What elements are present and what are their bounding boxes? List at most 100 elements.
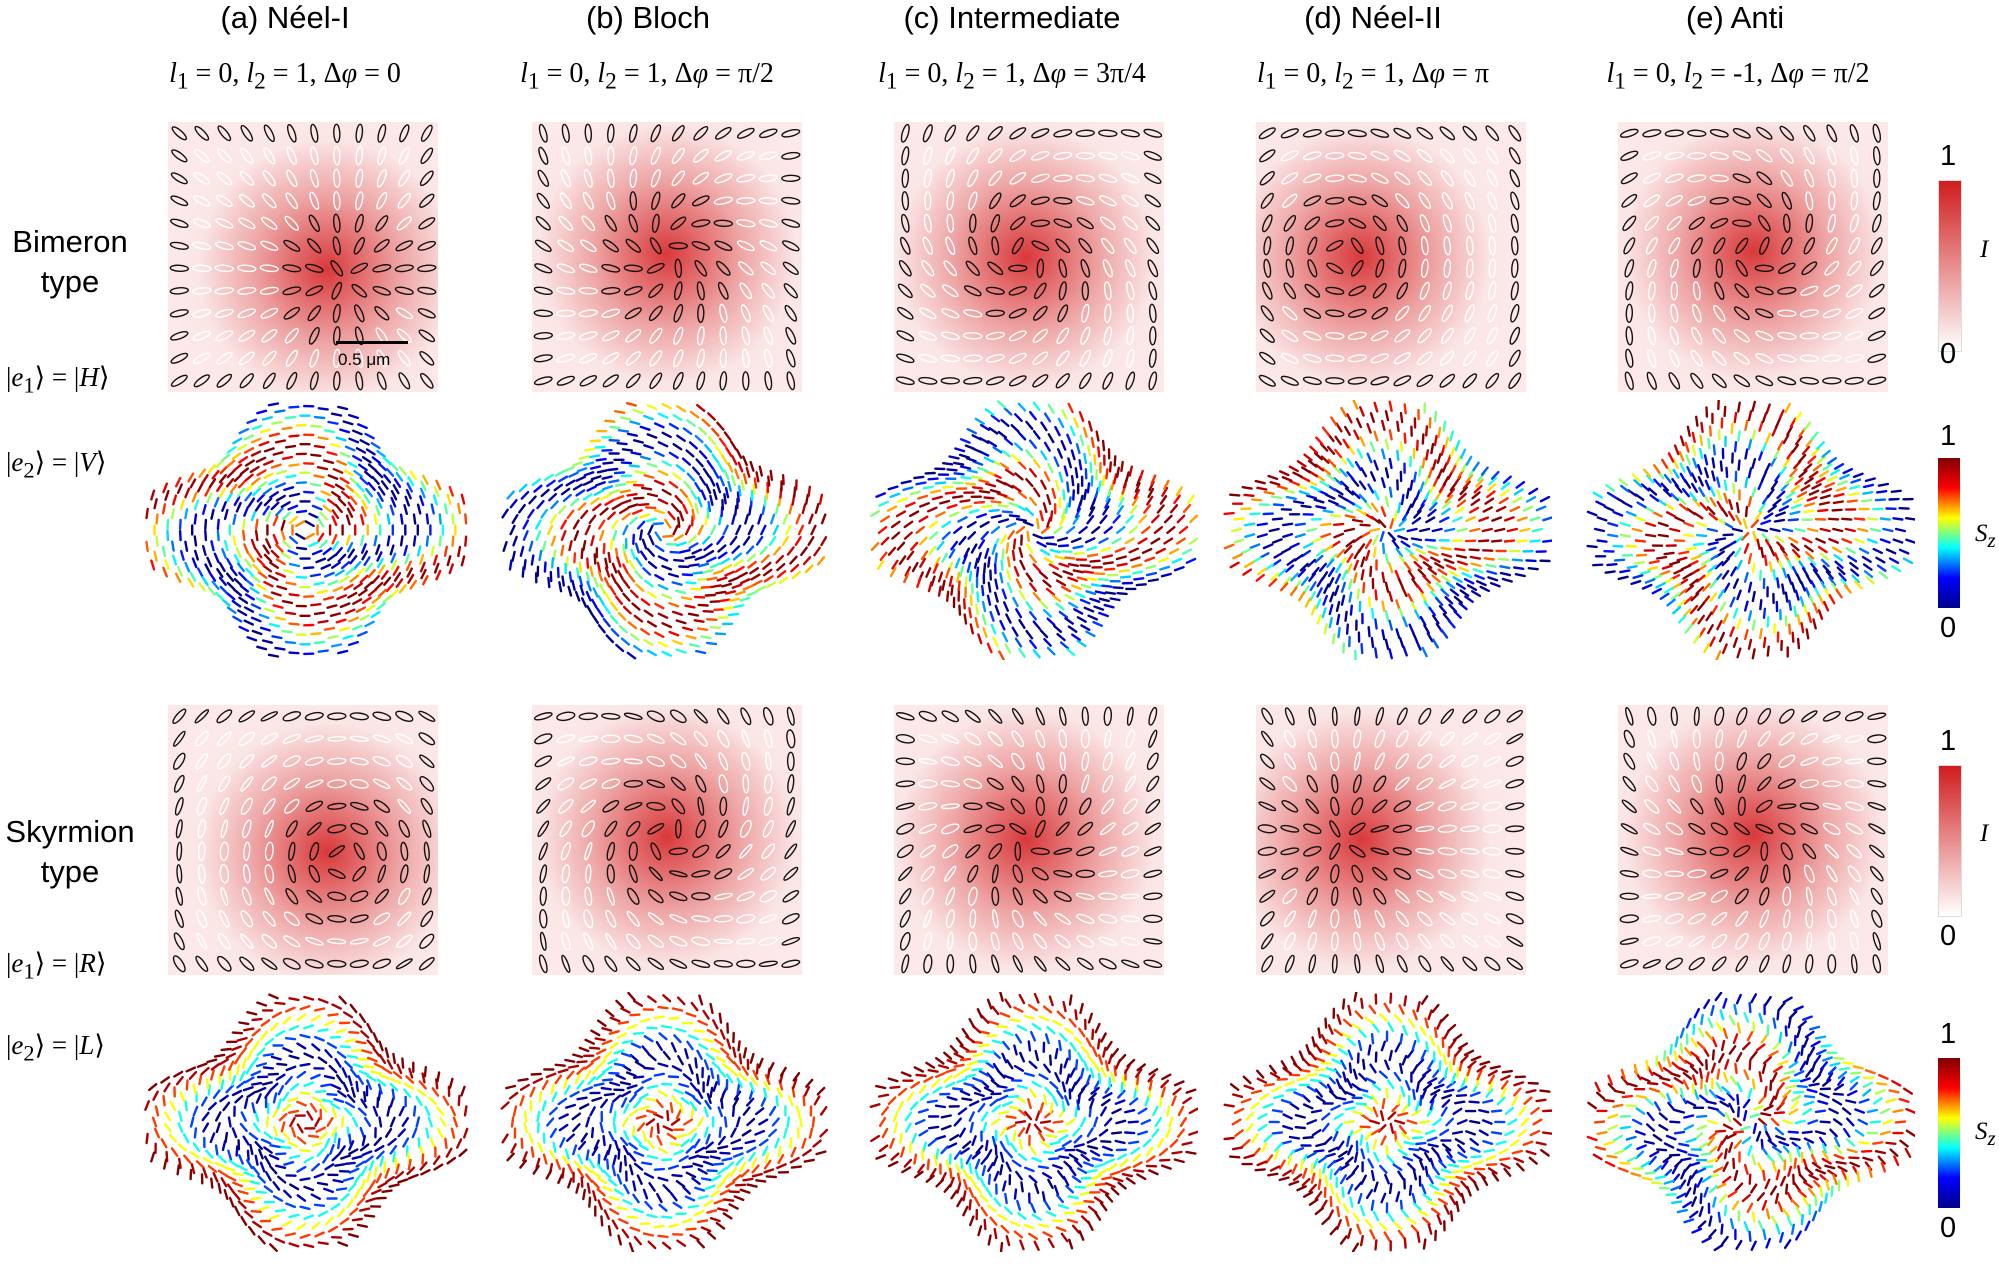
spin-arrow (657, 1176, 669, 1182)
spin-arrow (393, 571, 402, 582)
spin-arrow (668, 601, 680, 608)
spin-arrow (452, 1116, 459, 1128)
polarization-ellipse (1486, 169, 1498, 188)
spin-arrow (345, 567, 355, 576)
spin-arrow (1342, 642, 1346, 654)
spin-arrow (687, 535, 698, 544)
spin-arrow (635, 583, 645, 592)
spin-arrow (1841, 517, 1853, 521)
spin-arrow (1747, 467, 1753, 479)
spin-arrow (1773, 448, 1781, 459)
spin-arrow (732, 1046, 737, 1058)
spin-arrow (168, 1133, 178, 1143)
spin-arrow (1054, 426, 1061, 437)
spin-arrow (1270, 572, 1280, 581)
spin-arrow (1169, 504, 1179, 514)
polarization-ellipse (308, 864, 321, 883)
spin-arrow (372, 1032, 379, 1043)
spin-arrow (264, 1170, 272, 1182)
polarization-ellipse (285, 349, 298, 367)
spin-arrow (262, 459, 274, 466)
spin-arrow (239, 1122, 248, 1133)
spin-arrow (1613, 558, 1626, 562)
polarization-ellipse (1687, 174, 1707, 183)
spin-arrow (705, 641, 718, 646)
spin-arrow (1316, 577, 1324, 588)
spin-arrow (741, 1065, 749, 1076)
spin-arrow (964, 444, 976, 451)
spin-arrow (407, 1158, 412, 1171)
spin-arrow (256, 409, 268, 415)
polarization-ellipse (417, 264, 437, 273)
polarization-ellipse (923, 909, 933, 928)
spin-arrow (344, 1060, 353, 1070)
spin-arrow (986, 642, 993, 654)
polarization-ellipse (537, 169, 550, 187)
spin-arrow (652, 1112, 664, 1119)
polarization-ellipse (1303, 307, 1322, 319)
spin-arrow (386, 535, 391, 547)
spin-arrow (263, 447, 275, 453)
spin-arrow (1071, 584, 1082, 591)
spin-arrow (229, 483, 238, 494)
spin-arrow (150, 489, 156, 501)
spin-arrow (303, 1052, 315, 1059)
spin-arrow (990, 623, 997, 635)
spin-arrow (339, 451, 351, 458)
polarization-ellipse (987, 148, 1003, 164)
spin-arrow (585, 590, 592, 602)
spin-arrow (661, 1241, 672, 1250)
spin-arrow (288, 1154, 301, 1160)
spin-arrow (1804, 477, 1814, 485)
polarization-ellipse (396, 328, 412, 344)
spin-arrow (1671, 477, 1680, 488)
spin-arrow (317, 997, 329, 1004)
spin-arrow (313, 581, 325, 586)
spin-arrow (1388, 619, 1394, 631)
spin-arrow (530, 1146, 535, 1158)
spin-arrow (1791, 443, 1800, 454)
polarization-ellipse (1030, 196, 1050, 206)
polarization-ellipse (1099, 216, 1116, 231)
polarization-ellipse (1804, 169, 1815, 188)
spin-arrow (658, 1032, 668, 1041)
polarization-ellipse (1304, 216, 1321, 231)
spin-arrow (385, 583, 395, 593)
polarization-ellipse (691, 892, 711, 901)
spin-arrow (1092, 620, 1103, 627)
spin-arrow (668, 1016, 680, 1020)
spin-arrow (820, 536, 828, 547)
spin-arrow (1882, 527, 1894, 533)
spin-arrow (1696, 574, 1706, 583)
polarization-ellipse (625, 351, 641, 366)
spin-arrow (1129, 504, 1138, 515)
spin-arrow (313, 640, 326, 645)
polarization-ellipse (625, 956, 641, 972)
spin-arrow (398, 466, 407, 476)
spin-arrow (1410, 497, 1418, 508)
spin-arrow (1481, 527, 1493, 533)
spin-arrow (153, 550, 158, 562)
polarization-ellipse (758, 174, 778, 183)
polarization-ellipse (1393, 352, 1411, 365)
spin-arrow (1282, 532, 1294, 539)
spin-arrow (1083, 488, 1088, 501)
spin-arrow (1102, 505, 1110, 516)
spin-arrow (645, 1109, 658, 1115)
spin-arrow (384, 1127, 393, 1138)
spin-arrow (448, 485, 454, 497)
spin-arrow (359, 1207, 371, 1212)
polarization-ellipse (305, 936, 324, 946)
spin-arrow (1491, 470, 1500, 480)
spin-arrow (371, 456, 382, 465)
spin-arrow (1892, 538, 1904, 544)
spin-arrow (744, 1139, 756, 1145)
spin-arrow (386, 1059, 394, 1070)
polarization-ellipse (1624, 371, 1634, 391)
spin-arrow (339, 602, 351, 609)
spin-arrow (1427, 567, 1438, 576)
spin-arrow (605, 1158, 610, 1170)
spin-arrow (1403, 403, 1407, 415)
spin-arrow (1819, 527, 1831, 533)
spin-arrow (1478, 516, 1490, 523)
